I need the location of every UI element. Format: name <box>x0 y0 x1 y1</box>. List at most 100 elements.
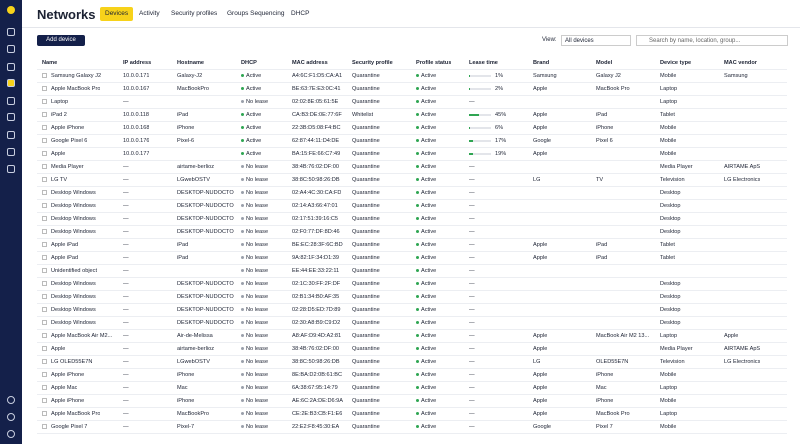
tab[interactable]: Security profiles <box>171 10 218 17</box>
nav-icon[interactable] <box>7 113 15 121</box>
row-checkbox[interactable] <box>42 385 47 390</box>
status-text: Active <box>421 164 437 170</box>
cell-text: Mobile <box>660 138 677 144</box>
tab[interactable]: Groups Sequencing <box>227 10 285 17</box>
row-checkbox[interactable] <box>42 372 47 377</box>
cell-text: Apple iPhone <box>51 398 85 404</box>
table-row[interactable]: Apple MacBook Air M2... — Air-de-Melissa No… <box>37 330 787 343</box>
row-checkbox[interactable] <box>42 333 47 338</box>
table-row[interactable]: Media Player — airtame-berlioz No lease 38:4… <box>37 161 787 174</box>
table-row[interactable]: Laptop — No lease 02:02:8E:05:61:5E Quaranti… <box>37 96 787 109</box>
table-row[interactable]: LG OLED55E7N — LGwebOSTV No lease 38:8C:50:9… <box>37 356 787 369</box>
row-checkbox[interactable] <box>42 190 47 195</box>
logo[interactable] <box>7 6 15 14</box>
nav-icon[interactable] <box>7 430 15 438</box>
add-button[interactable]: Add device <box>37 35 85 46</box>
column-header: Device type <box>660 60 692 66</box>
table-row[interactable]: Google Pixel 6 10.0.0.176 Pixel-6 Active 62:… <box>37 135 787 148</box>
nav-icon[interactable] <box>7 28 15 36</box>
status: No lease <box>241 304 268 316</box>
row-checkbox[interactable] <box>42 164 47 169</box>
row-checkbox[interactable] <box>42 320 47 325</box>
cell-text: — <box>469 307 475 313</box>
table-row[interactable]: Apple MacBook Pro — MacBookPro No lease CE:2… <box>37 408 787 421</box>
table-row[interactable]: Apple iPhone — iPhone No lease 8E:BA:D2:0B:6… <box>37 369 787 382</box>
cell-text: — <box>469 333 475 339</box>
table-row[interactable]: Desktop Windows — DESKTOP-NUDOCTO No lease 0… <box>37 213 787 226</box>
cell-text: — <box>123 385 129 391</box>
nav-icon[interactable] <box>7 131 15 139</box>
row-checkbox[interactable] <box>42 86 47 91</box>
row-checkbox[interactable] <box>42 424 47 429</box>
nav-icon[interactable] <box>7 413 15 421</box>
table-row[interactable]: Apple iPhone — iPhone No lease AE:6C:2A:DE:D… <box>37 395 787 408</box>
status: Active <box>241 109 261 121</box>
table-row[interactable]: Desktop Windows — DESKTOP-NUDOCTO No lease 0… <box>37 317 787 330</box>
status: No lease <box>241 395 268 407</box>
table-row[interactable]: Desktop Windows — DESKTOP-NUDOCTO No lease 0… <box>37 304 787 317</box>
status: No lease <box>241 226 268 238</box>
table-row[interactable]: Apple iPhone 10.0.0.168 iPhone Active 22:3B:… <box>37 122 787 135</box>
status-dot <box>241 230 244 234</box>
row-checkbox[interactable] <box>42 398 47 403</box>
table-row[interactable]: Desktop Windows — DESKTOP-NUDOCTO No lease 0… <box>37 278 787 291</box>
row-checkbox[interactable] <box>42 281 47 286</box>
cell-text: 10.0.0.171 <box>123 73 150 79</box>
page-title: Networks <box>37 7 96 22</box>
row-checkbox[interactable] <box>42 177 47 182</box>
table-row[interactable]: iPad 2 10.0.0.118 iPad Active CA:B3:DE:0E:77… <box>37 109 787 122</box>
cell-text: Whitelist <box>352 112 374 118</box>
row-checkbox[interactable] <box>42 138 47 143</box>
nav-icon[interactable] <box>7 148 15 156</box>
nav-icon[interactable] <box>7 165 15 173</box>
row-checkbox[interactable] <box>42 151 47 156</box>
row-checkbox[interactable] <box>42 346 47 351</box>
status-dot <box>241 204 244 208</box>
table-row[interactable]: Desktop Windows — DESKTOP-NUDOCTO No lease 0… <box>37 291 787 304</box>
row-checkbox[interactable] <box>42 112 47 117</box>
table-row[interactable]: Desktop Windows — DESKTOP-NUDOCTO No lease 0… <box>37 226 787 239</box>
row-checkbox[interactable] <box>42 203 47 208</box>
table-row[interactable]: Apple iPad — iPad No lease 9A:82:1F:34:D1:39… <box>37 252 787 265</box>
table-row[interactable]: Samsung Galaxy J2 10.0.0.171 Galaxy-J2 Acti… <box>37 70 787 83</box>
row-checkbox[interactable] <box>42 411 47 416</box>
table-row[interactable]: Desktop Windows — DESKTOP-NUDOCTO No lease 0… <box>37 187 787 200</box>
tab[interactable]: Activity <box>139 10 160 17</box>
status-text: Active <box>246 138 262 144</box>
column-header: MAC vendor <box>724 60 757 66</box>
status-dot <box>241 100 244 104</box>
nav-icon[interactable] <box>7 396 15 404</box>
row-checkbox[interactable] <box>42 125 47 130</box>
row-checkbox[interactable] <box>42 99 47 104</box>
row-checkbox[interactable] <box>42 359 47 364</box>
tab[interactable]: Devices <box>100 7 134 21</box>
table-row[interactable]: Apple Mac — Mac No lease 6A:38:67:95:14:79 Qu… <box>37 382 787 395</box>
table-row[interactable]: Apple iPad — iPad No lease BE:EC:28:3F:6C:BD… <box>37 239 787 252</box>
nav-icon[interactable] <box>7 97 15 105</box>
row-checkbox[interactable] <box>42 242 47 247</box>
tab[interactable]: DHCP <box>291 10 310 17</box>
table-row[interactable]: Apple MacBook Pro 10.0.0.167 MacBookPro Act… <box>37 83 787 96</box>
row-checkbox[interactable] <box>42 307 47 312</box>
nav-icon[interactable] <box>7 45 15 53</box>
view-select[interactable]: All devices <box>561 35 631 46</box>
search-input[interactable]: Search by name, location, group... <box>636 35 788 46</box>
table-row[interactable]: Unidentified object — No lease EE:44:EE:33:… <box>37 265 787 278</box>
table-row[interactable]: Google Pixel 7 — Pixel-7 No lease 22:E2:F8:4… <box>37 421 787 434</box>
cell-text: iPhone <box>177 398 195 404</box>
table-row[interactable]: Apple — airtame-berlioz No lease 38:4B:76:02… <box>37 343 787 356</box>
row-checkbox[interactable] <box>42 73 47 78</box>
table-row[interactable]: Desktop Windows — DESKTOP-NUDOCTO No lease 0… <box>37 200 787 213</box>
lease-bar <box>469 140 473 142</box>
cell-text: Google Pixel 6 <box>51 138 88 144</box>
row-checkbox[interactable] <box>42 216 47 221</box>
nav-icon-active[interactable] <box>7 79 15 87</box>
row-checkbox[interactable] <box>42 255 47 260</box>
row-checkbox[interactable] <box>42 268 47 273</box>
table-row[interactable]: LG TV — LGwebOSTV No lease 38:8C:50:98:26:DB… <box>37 174 787 187</box>
cell-text: Desktop Windows <box>51 307 96 313</box>
nav-icon[interactable] <box>7 63 15 71</box>
table-row[interactable]: Apple 10.0.0.177 Active BA:15:FE:66:C7:49 Qu… <box>37 148 787 161</box>
row-checkbox[interactable] <box>42 294 47 299</box>
row-checkbox[interactable] <box>42 229 47 234</box>
